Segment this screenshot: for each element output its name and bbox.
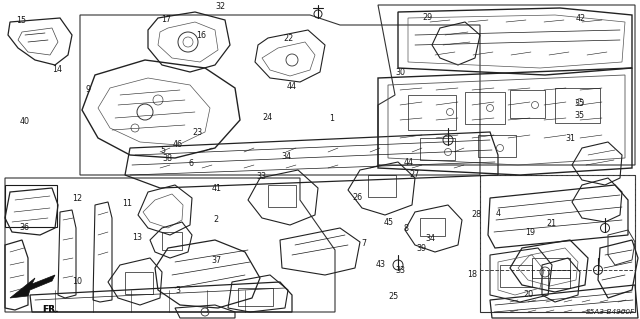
Text: 41: 41 — [211, 184, 221, 193]
Text: S5A3-B4900F: S5A3-B4900F — [586, 309, 635, 315]
Text: 3: 3 — [175, 286, 180, 295]
Text: 37: 37 — [211, 256, 221, 265]
Bar — [548, 270, 570, 288]
Bar — [268, 185, 296, 207]
Text: 2: 2 — [214, 215, 219, 224]
Text: 44: 44 — [403, 158, 413, 167]
Text: 13: 13 — [132, 233, 143, 242]
Text: 18: 18 — [467, 271, 477, 279]
Text: 17: 17 — [161, 15, 172, 24]
Text: 34: 34 — [282, 152, 292, 161]
Text: 25: 25 — [388, 292, 399, 300]
Bar — [408, 95, 456, 130]
Text: 19: 19 — [525, 228, 535, 237]
Text: 38: 38 — [163, 154, 173, 163]
Text: 12: 12 — [72, 194, 82, 203]
Text: 20: 20 — [523, 290, 533, 299]
Text: 10: 10 — [72, 277, 82, 286]
Text: 35: 35 — [574, 99, 584, 108]
Text: 39: 39 — [416, 244, 426, 253]
Text: 27: 27 — [410, 170, 420, 179]
Bar — [368, 175, 396, 197]
Text: FR.: FR. — [42, 306, 58, 315]
Text: 28: 28 — [472, 210, 482, 219]
Text: 15: 15 — [16, 16, 26, 25]
Text: 40: 40 — [19, 117, 29, 126]
Text: 43: 43 — [376, 260, 386, 269]
Text: 44: 44 — [286, 82, 296, 91]
Bar — [555, 88, 600, 123]
Text: 14: 14 — [52, 65, 63, 74]
Text: 1: 1 — [329, 114, 334, 123]
Text: 8: 8 — [404, 224, 409, 233]
Text: 16: 16 — [196, 31, 207, 40]
Bar — [510, 90, 545, 118]
Bar — [238, 288, 273, 306]
Text: 34: 34 — [425, 234, 435, 243]
Bar — [162, 232, 182, 250]
Bar — [532, 258, 570, 278]
Text: 32: 32 — [216, 2, 226, 11]
Text: 5: 5 — [161, 146, 166, 155]
Text: 4: 4 — [495, 209, 500, 218]
Bar — [5, 185, 57, 227]
Text: 33: 33 — [256, 172, 266, 181]
Text: 36: 36 — [19, 223, 29, 232]
Text: 21: 21 — [547, 219, 557, 228]
Text: 46: 46 — [173, 140, 183, 149]
Text: 22: 22 — [283, 34, 293, 43]
Text: 45: 45 — [384, 218, 394, 227]
Text: 9: 9 — [86, 85, 91, 94]
Bar — [465, 92, 505, 124]
Bar — [420, 218, 445, 236]
Text: 7: 7 — [361, 239, 366, 248]
Bar — [420, 138, 455, 160]
Polygon shape — [10, 275, 55, 298]
Text: 30: 30 — [395, 68, 405, 77]
Text: 26: 26 — [352, 193, 362, 202]
Bar — [478, 135, 516, 157]
Text: 23: 23 — [192, 128, 202, 137]
Text: FR.: FR. — [42, 306, 58, 315]
Bar — [125, 272, 153, 294]
Text: 24: 24 — [262, 113, 273, 122]
Bar — [500, 265, 532, 287]
Text: 35: 35 — [574, 111, 584, 120]
Text: 42: 42 — [576, 14, 586, 23]
Text: 6: 6 — [188, 159, 193, 168]
Text: 31: 31 — [566, 134, 576, 143]
Text: 11: 11 — [122, 199, 132, 208]
Text: 29: 29 — [422, 13, 433, 22]
Text: 33: 33 — [395, 266, 405, 275]
